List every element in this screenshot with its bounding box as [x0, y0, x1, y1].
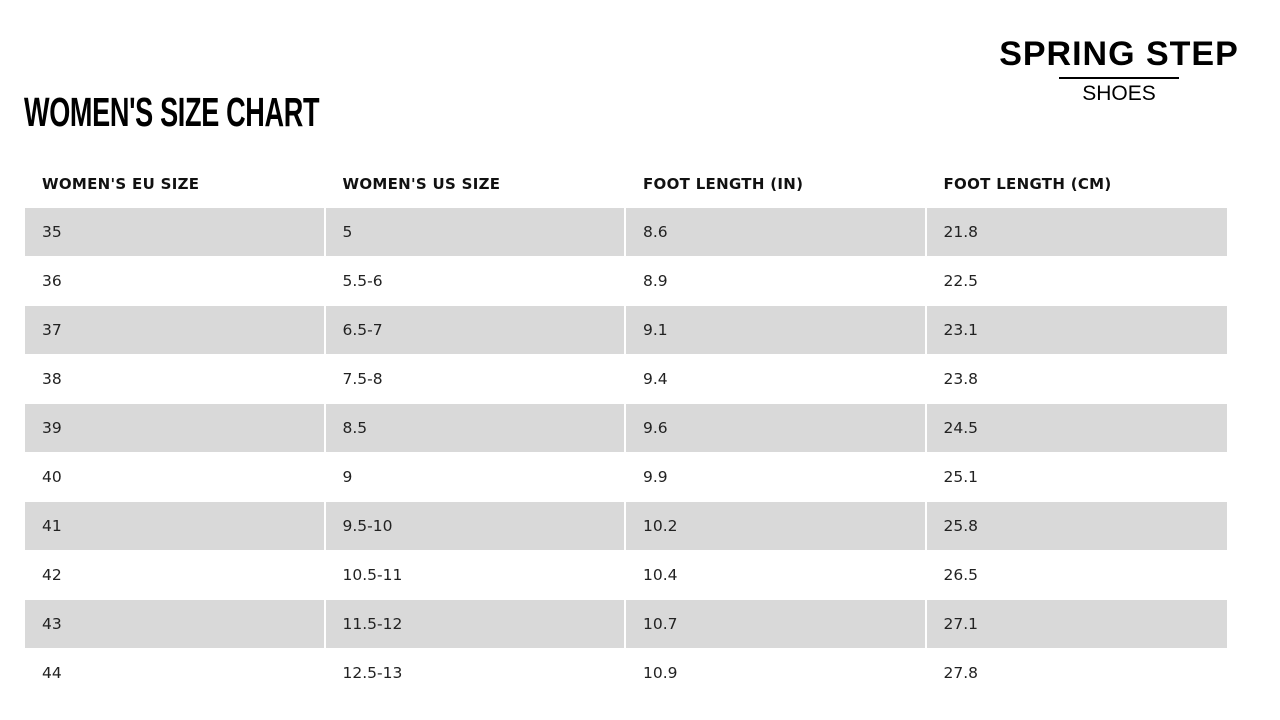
foot-length-cm-cell: 27.1: [926, 600, 1227, 648]
size-chart-table: WOMEN'S EU SIZE WOMEN'S US SIZE FOOT LEN…: [25, 160, 1227, 698]
foot-length-cm-cell: 23.8: [943, 370, 979, 388]
table-header: WOMEN'S EU SIZE WOMEN'S US SIZE FOOT LEN…: [25, 160, 1227, 208]
table-row: 39 8.5 9.6 24.5: [25, 404, 1227, 453]
eu-size-cell: 40: [25, 453, 326, 501]
foot-length-in-cell: 10.7: [626, 600, 927, 648]
table-row: 42 10.5-11 10.4 26.5: [25, 551, 1227, 600]
eu-size-cell: 38: [25, 355, 326, 403]
table-row: 40 9 9.9 25.1: [25, 453, 1227, 502]
eu-size-cell: 43: [25, 600, 326, 648]
page-title: WOMEN'S SIZE CHART: [24, 89, 320, 135]
table-row: 37 6.5-7 9.1 23.1: [25, 306, 1227, 355]
brand-logo: SPRING STEP SHOES: [994, 34, 1244, 106]
foot-length-cm-cell: 21.8: [926, 208, 1227, 256]
foot-length-in-cell: 10.2: [626, 502, 927, 550]
logo-sub-text: SHOES: [1082, 82, 1156, 105]
eu-size-cell: 41: [25, 502, 326, 550]
us-size-cell: 8.5: [325, 404, 626, 452]
table-row: 35 5 8.6 21.8: [25, 208, 1227, 257]
us-size-cell: 5.5-6: [326, 257, 626, 305]
foot-length-in-cell: 10.9: [626, 649, 927, 697]
us-size-cell: 12.5-13: [326, 649, 626, 697]
eu-size-cell: 35: [25, 208, 326, 256]
header-us-size: WOMEN'S US SIZE: [342, 175, 501, 193]
eu-size-cell: 37: [25, 306, 326, 354]
foot-length-cm-cell: 25.1: [943, 468, 979, 486]
foot-length-cm-cell: 23.1: [926, 306, 1227, 354]
table-row: 38 7.5-8 9.4 23.8: [25, 355, 1227, 404]
us-size-cell: 7.5-8: [326, 355, 626, 403]
header-eu-size: WOMEN'S EU SIZE: [42, 175, 200, 193]
eu-size-cell: 36: [25, 257, 326, 305]
foot-length-cm-cell: 26.5: [943, 566, 979, 584]
foot-length-in-cell: 9.6: [626, 404, 927, 452]
us-size-cell: 9: [326, 453, 626, 501]
table-row: 36 5.5-6 8.9 22.5: [25, 257, 1227, 306]
eu-size-cell: 42: [25, 551, 326, 599]
logo-divider: [1059, 77, 1179, 79]
foot-length-in-cell: 9.9: [626, 453, 927, 501]
us-size-cell: 10.5-11: [326, 551, 626, 599]
foot-length-cm-cell: 27.8: [943, 664, 979, 682]
foot-length-in-cell: 8.9: [626, 257, 927, 305]
foot-length-in-cell: 8.6: [626, 208, 927, 256]
us-size-cell: 5: [325, 208, 626, 256]
us-size-cell: 11.5-12: [325, 600, 626, 648]
foot-length-in-cell: 9.4: [626, 355, 927, 403]
table-row: 41 9.5-10 10.2 25.8: [25, 502, 1227, 551]
eu-size-cell: 39: [25, 404, 326, 452]
us-size-cell: 6.5-7: [325, 306, 626, 354]
table-row: 44 12.5-13 10.9 27.8: [25, 649, 1227, 698]
logo-main-text: SPRING STEP: [999, 35, 1239, 73]
eu-size-cell: 44: [25, 649, 326, 697]
foot-length-in-cell: 9.1: [626, 306, 927, 354]
header-foot-length-cm: FOOT LENGTH (CM): [943, 175, 1112, 193]
header-foot-length-in: FOOT LENGTH (IN): [643, 175, 804, 193]
foot-length-cm-cell: 22.5: [943, 272, 979, 290]
foot-length-in-cell: 10.4: [626, 551, 927, 599]
foot-length-cm-cell: 25.8: [926, 502, 1227, 550]
us-size-cell: 9.5-10: [325, 502, 626, 550]
table-row: 43 11.5-12 10.7 27.1: [25, 600, 1227, 649]
foot-length-cm-cell: 24.5: [926, 404, 1227, 452]
